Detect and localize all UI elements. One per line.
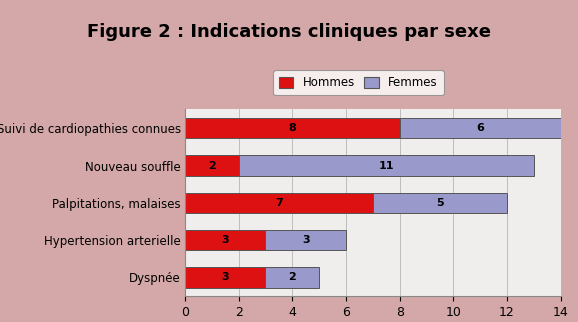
Bar: [373, 193, 507, 213]
Bar: [185, 267, 265, 288]
Text: 3: 3: [221, 272, 229, 282]
Bar: [185, 118, 399, 138]
Text: 6: 6: [476, 123, 484, 133]
Text: 3: 3: [302, 235, 310, 245]
Bar: [185, 193, 373, 213]
Bar: [399, 118, 561, 138]
Text: 5: 5: [436, 198, 444, 208]
Text: 7: 7: [275, 198, 283, 208]
Text: 3: 3: [221, 235, 229, 245]
Text: 8: 8: [288, 123, 296, 133]
Bar: [185, 230, 265, 251]
Bar: [185, 155, 239, 176]
Text: 2: 2: [288, 272, 296, 282]
Legend: Hommes, Femmes: Hommes, Femmes: [273, 70, 443, 95]
Bar: [265, 230, 346, 251]
Text: Figure 2 : Indications cliniques par sexe: Figure 2 : Indications cliniques par sex…: [87, 23, 491, 41]
Bar: [239, 155, 534, 176]
Text: 2: 2: [208, 161, 216, 171]
Bar: [265, 267, 319, 288]
Text: 11: 11: [379, 161, 394, 171]
